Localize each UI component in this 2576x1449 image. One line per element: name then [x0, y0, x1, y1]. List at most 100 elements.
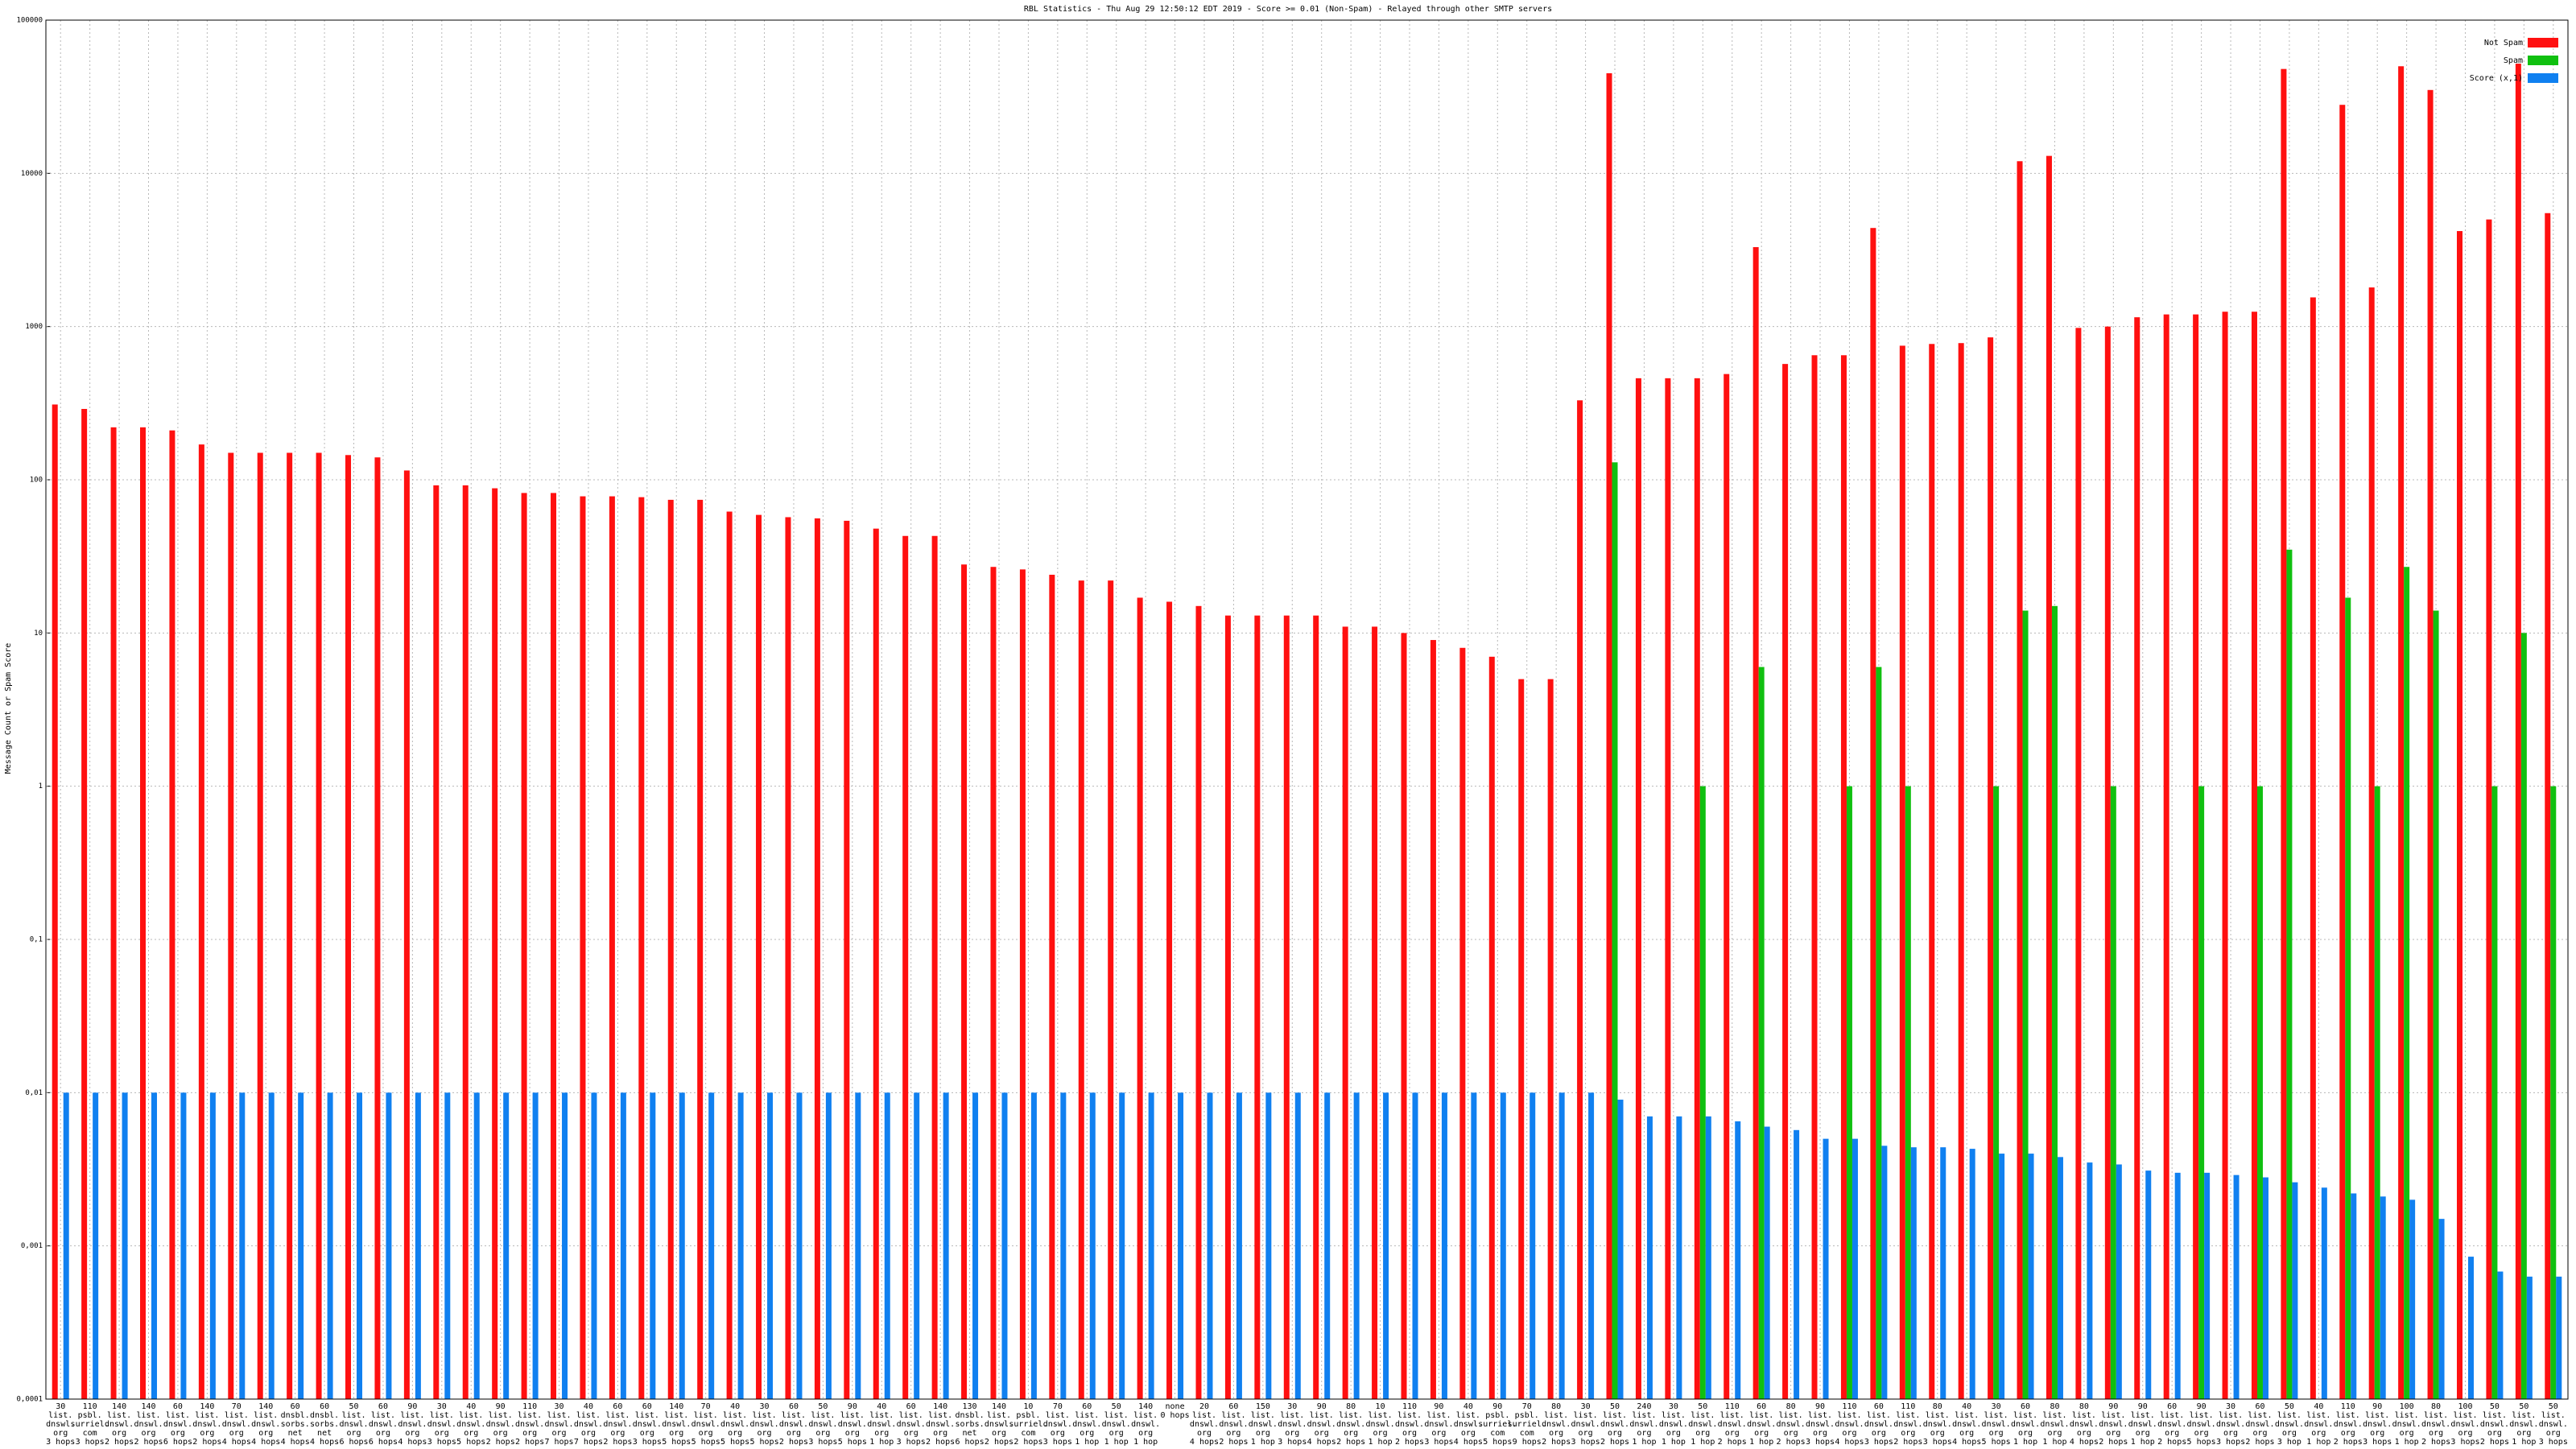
bar: [620, 1092, 626, 1399]
bar: [1993, 786, 2000, 1399]
x-tick-label: 3 hops: [897, 1438, 926, 1447]
bar: [1518, 679, 1525, 1399]
bar: [708, 1092, 715, 1399]
x-tick-label: org: [2106, 1429, 2120, 1438]
x-tick-label: 4 hops: [398, 1438, 427, 1447]
bar: [767, 1092, 774, 1399]
x-tick-label: list.: [1192, 1411, 1216, 1420]
x-tick-label: 30: [1287, 1402, 1297, 1411]
x-tick-label: org: [1461, 1429, 1476, 1438]
bar: [2497, 1271, 2504, 1399]
x-tick-label: 3 hops: [2363, 1438, 2392, 1447]
x-tick-label: 2 hops: [603, 1438, 632, 1447]
x-tick-label: 4 hops: [1190, 1438, 1219, 1447]
x-tick-label: list.: [811, 1411, 835, 1420]
x-tick-label: list.: [1662, 1411, 1686, 1420]
x-tick-label: none: [1166, 1402, 1185, 1411]
x-tick-label: 3 hops: [76, 1438, 105, 1447]
y-tick-label: 10: [34, 630, 43, 638]
plot-frame: [45, 19, 2569, 1400]
x-tick-label: 3 hops: [1571, 1438, 1600, 1447]
x-tick-label: 2 hops: [1219, 1438, 1248, 1447]
x-tick-label: org: [1579, 1429, 1593, 1438]
bar: [198, 444, 204, 1399]
x-tick-label: org: [493, 1429, 508, 1438]
x-tick-label: org: [1431, 1429, 1446, 1438]
x-tick-label: list.: [1603, 1411, 1627, 1420]
bar: [532, 1092, 539, 1399]
bar: [2051, 605, 2058, 1399]
x-tick-label: list.: [2160, 1411, 2184, 1420]
bar: [462, 485, 469, 1400]
bar: [1195, 605, 1202, 1399]
bar: [2110, 786, 2116, 1399]
x-tick-label: net: [288, 1429, 303, 1438]
x-tick-label: 4 hops: [1952, 1438, 1981, 1447]
x-tick-label: list.: [1397, 1411, 1422, 1420]
x-tick-label: 60: [378, 1402, 388, 1411]
bar: [796, 1092, 803, 1399]
bar: [2046, 155, 2052, 1399]
x-tick-label: dnswl.: [2128, 1420, 2157, 1429]
bar: [2104, 326, 2111, 1400]
x-tick-label: 4 hops: [1454, 1438, 1483, 1447]
bar: [2368, 287, 2375, 1399]
x-tick-label: list.: [489, 1411, 513, 1420]
bar: [1558, 1092, 1565, 1399]
bar: [2556, 1276, 2562, 1399]
bar: [2438, 1219, 2445, 1399]
bar: [2526, 1276, 2533, 1399]
bar: [2286, 549, 2293, 1399]
x-tick-label: list.: [547, 1411, 571, 1420]
bar: [961, 564, 968, 1399]
x-tick-label: 50: [2519, 1402, 2529, 1411]
bar: [1694, 378, 1700, 1399]
x-tick-label: dnswl.: [603, 1420, 632, 1429]
x-tick-label: dnswl.: [2304, 1420, 2333, 1429]
x-tick-label: dnswl.: [1659, 1420, 1688, 1429]
bar: [2087, 1162, 2093, 1399]
bar: [327, 1092, 333, 1399]
bar: [1735, 1121, 1741, 1399]
x-tick-label: 5 hops: [720, 1438, 749, 1447]
x-tick-label: surriel.: [71, 1420, 109, 1429]
bar: [444, 1092, 451, 1399]
x-tick-label: list.: [899, 1411, 923, 1420]
x-tick-label: 6 hops: [369, 1438, 398, 1447]
x-tick-label: org: [2458, 1429, 2472, 1438]
x-tick-label: 140: [992, 1402, 1006, 1411]
bar: [2017, 161, 2023, 1400]
x-tick-label: 110: [522, 1402, 537, 1411]
x-tick-label: 70: [1053, 1402, 1063, 1411]
x-tick-label: dnswl.: [134, 1420, 163, 1429]
x-tick-label: 80: [1786, 1402, 1796, 1411]
x-tick-label: 90: [496, 1402, 506, 1411]
x-tick-label: org: [1051, 1429, 1065, 1438]
x-tick-label: 40: [584, 1402, 593, 1411]
x-tick-label: org: [1725, 1429, 1740, 1438]
x-tick-label: 1 hop: [1690, 1438, 1715, 1447]
x-tick-label: 3 hops: [2216, 1438, 2245, 1447]
x-tick-label: list.: [694, 1411, 718, 1420]
x-tick-label: 60: [2021, 1402, 2030, 1411]
x-tick-label: org: [112, 1429, 126, 1438]
x-tick-label: dnswl.: [1249, 1420, 1278, 1429]
x-tick-label: 60: [1228, 1402, 1238, 1411]
bar: [298, 1092, 304, 1399]
bar: [1342, 626, 1348, 1399]
x-tick-label: sorbs.: [955, 1420, 984, 1429]
x-tick-label: 40: [877, 1402, 886, 1411]
bar: [591, 1092, 597, 1399]
x-tick-label: 2 hops: [2421, 1438, 2450, 1447]
bar: [2404, 567, 2410, 1399]
x-tick-label: 50: [818, 1402, 828, 1411]
bar: [2515, 64, 2521, 1399]
x-tick-label: psbl.: [1515, 1411, 1539, 1420]
x-tick-label: dnswl.: [1072, 1420, 1101, 1429]
x-tick-label: dnswl.: [1629, 1420, 1658, 1429]
x-tick-label: org: [376, 1429, 390, 1438]
x-tick-label: dnswl.: [2187, 1420, 2216, 1429]
x-tick-label: org: [1109, 1429, 1124, 1438]
x-tick-label: dnswl.: [2539, 1420, 2568, 1429]
x-tick-label: 1 hop: [1075, 1438, 1099, 1447]
